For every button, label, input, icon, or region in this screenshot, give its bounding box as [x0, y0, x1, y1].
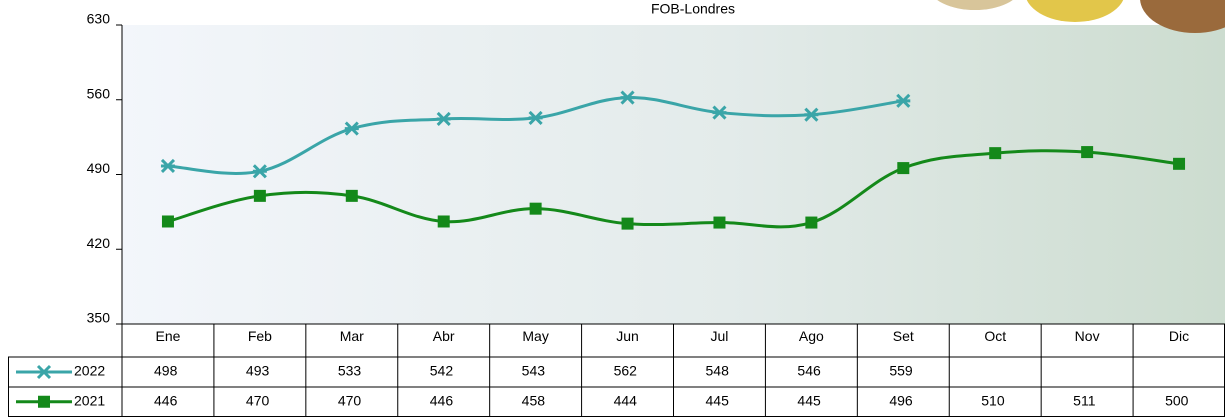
- table-value: 510: [981, 392, 1005, 408]
- table-value: 500: [1165, 392, 1189, 408]
- y-tick-label: 420: [87, 235, 111, 251]
- x-tick-label: Nov: [1075, 328, 1100, 344]
- table-value: 562: [614, 363, 638, 379]
- table-value: 470: [246, 392, 270, 408]
- table-value: 493: [246, 363, 270, 379]
- table-value: 446: [430, 392, 454, 408]
- table-value: 445: [797, 392, 821, 408]
- marker: [438, 215, 450, 227]
- marker: [1081, 146, 1093, 158]
- chart-title: FOB-Londres: [651, 1, 735, 17]
- plot-area: [122, 25, 1225, 324]
- x-tick-label: Ago: [799, 328, 824, 344]
- table-value: 533: [338, 363, 362, 379]
- table-value: 446: [154, 392, 178, 408]
- x-tick-label: May: [522, 328, 548, 344]
- decor-image: [1025, 0, 1125, 22]
- table-value: 559: [889, 363, 913, 379]
- marker: [713, 217, 725, 229]
- x-tick-label: Set: [893, 328, 914, 344]
- x-tick-label: Jun: [616, 328, 639, 344]
- chart: FOB-Londres 350 420 490 560 630 Ene Feb Mar Abr M…: [0, 0, 1225, 417]
- marker: [162, 215, 174, 227]
- marker: [897, 162, 909, 174]
- marker: [805, 217, 817, 229]
- legend-label: 2022: [74, 363, 105, 379]
- x-tick-label: Oct: [984, 328, 1006, 344]
- table-value: 470: [338, 392, 362, 408]
- table-value: 511: [1073, 392, 1096, 408]
- x-tick-label: Ene: [155, 328, 180, 344]
- legend-marker: [37, 366, 51, 378]
- marker: [530, 203, 542, 215]
- legend-label: 2021: [74, 392, 105, 408]
- table-value: 543: [522, 363, 546, 379]
- marker: [1173, 158, 1185, 170]
- y-tick-label: 560: [87, 85, 111, 101]
- table-value: 458: [522, 392, 546, 408]
- x-tick-label: Mar: [340, 328, 364, 344]
- y-tick-label: 630: [87, 11, 111, 27]
- table-value: 445: [706, 392, 730, 408]
- y-tick-label: 490: [87, 160, 111, 176]
- table-value: 542: [430, 363, 454, 379]
- legend-marker: [38, 396, 50, 408]
- y-tick-label: 350: [87, 310, 111, 326]
- marker: [622, 218, 634, 230]
- x-tick-label: Jul: [711, 328, 729, 344]
- table-value: 498: [154, 363, 178, 379]
- x-tick-label: Dic: [1169, 328, 1189, 344]
- marker: [254, 190, 266, 202]
- marker: [346, 190, 358, 202]
- decor-image: [930, 0, 1020, 10]
- marker: [989, 147, 1001, 159]
- table-value: 496: [889, 392, 913, 408]
- table-value: 548: [706, 363, 730, 379]
- x-tick-label: Feb: [248, 328, 272, 344]
- table-value: 444: [614, 392, 638, 408]
- table-value: 546: [797, 363, 821, 379]
- x-tick-label: Abr: [433, 328, 455, 344]
